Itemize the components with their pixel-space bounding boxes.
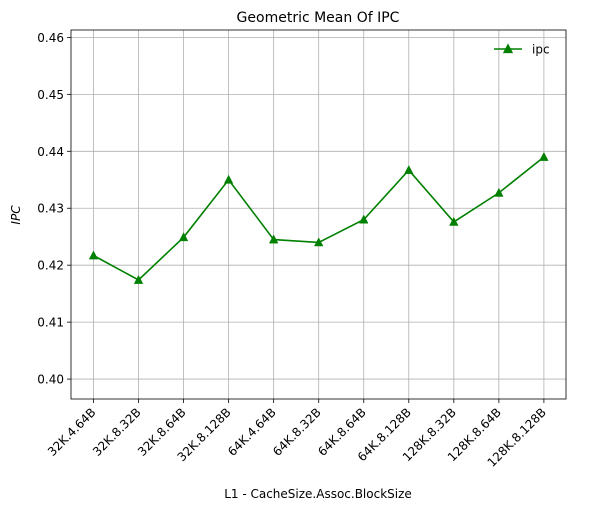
x-axis-label: L1 - CacheSize.Assoc.BlockSize	[224, 487, 412, 501]
y-tick-label: 0.45	[37, 88, 64, 102]
y-tick-label: 0.44	[37, 145, 64, 159]
y-axis-label: IPC	[9, 205, 23, 225]
data-point-marker	[88, 250, 99, 260]
data-point-marker	[133, 274, 144, 284]
grid-lines	[71, 30, 566, 399]
chart-title: Geometric Mean Of IPC	[237, 10, 400, 26]
data-point-marker	[494, 187, 504, 197]
legend: ipc	[494, 43, 550, 57]
data-point-marker	[178, 232, 189, 242]
legend-marker-icon	[502, 43, 514, 54]
data-point-marker	[404, 165, 414, 174]
data-point-marker	[223, 174, 234, 184]
y-tick-label: 0.46	[37, 31, 64, 45]
y-tick-label: 0.40	[37, 373, 64, 387]
data-point-marker	[268, 234, 279, 244]
data-point-marker	[539, 151, 549, 161]
data-point-marker	[314, 237, 324, 247]
y-tick-label: 0.43	[37, 202, 64, 216]
data-point-marker	[449, 216, 459, 226]
x-ticks: 32K.4.64B32K.8.32B32K.8.64B32K.8.128B64K…	[45, 399, 549, 470]
series-layer	[88, 151, 549, 284]
data-point-marker	[359, 214, 369, 224]
y-ticks: 0.40 0.41 0.42 0.43 0.44 0.45 0.46	[37, 31, 71, 387]
y-tick-label: 0.42	[37, 259, 64, 273]
y-tick-label: 0.41	[37, 316, 64, 330]
legend-label: ipc	[532, 43, 550, 57]
